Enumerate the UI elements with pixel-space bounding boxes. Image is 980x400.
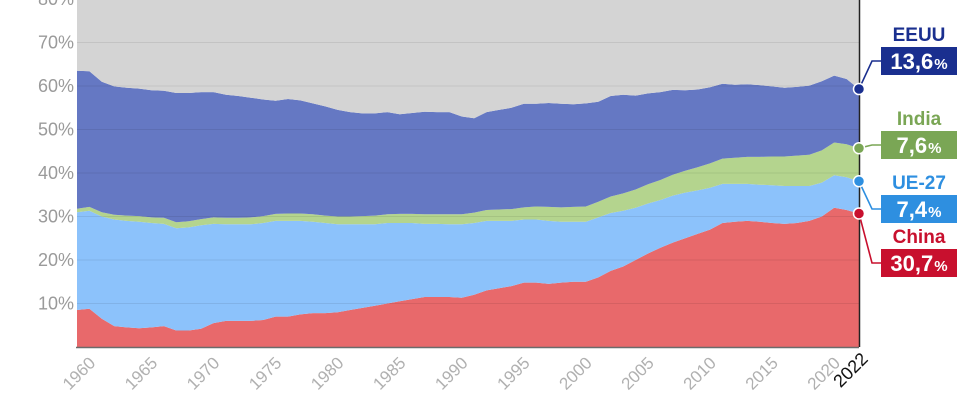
value-label-china: 30,7%: [890, 251, 947, 276]
y-tick-label: 30%: [38, 207, 74, 227]
legend-label-ue-27: UE-27: [892, 173, 946, 194]
x-tick-label: 2010: [680, 353, 720, 393]
y-tick-label: 40%: [38, 163, 74, 183]
y-axis-ticks: 10% 20% 30% 40% 50% 60% 70% 80%: [38, 0, 74, 314]
badge-value-bg: [881, 131, 957, 159]
end-marker-china: [852, 207, 866, 220]
x-tick-label: 1985: [369, 353, 409, 393]
x-tick-label: 2005: [618, 353, 658, 393]
x-axis-ticks: 1960 1965 1970 1975 1980 1985 1990 1995 2000 2005…: [59, 349, 872, 394]
badge-name-bg: [881, 22, 957, 47]
legend-label-eeuu: EEUU: [893, 25, 946, 46]
end-marker-india: [852, 141, 866, 155]
x-tick-label: 2015: [742, 353, 782, 393]
value-label-eeuu: 13,6%: [890, 49, 947, 74]
badge-value-bg: [881, 47, 957, 75]
value-label-ue-27: 7,4%: [897, 197, 942, 222]
end-marker-ue-27: [852, 175, 866, 188]
end-marker-eeuu: [852, 82, 866, 96]
end-markers: [852, 60, 881, 264]
connector-china: [858, 213, 881, 264]
connector-eeuu: [858, 60, 881, 90]
y-tick-label: 50%: [38, 120, 74, 140]
area-ue-27: [77, 175, 859, 331]
area-resto: [77, 0, 859, 119]
gridlines: [77, 42, 859, 304]
x-tick-label: 1980: [307, 353, 347, 393]
y-tick-label: 80%: [38, 0, 74, 9]
badge-name-bg: [881, 106, 957, 131]
x-tick-label: 1990: [431, 353, 471, 393]
x-tick-label: 2000: [556, 353, 596, 393]
y-tick-label: 10%: [38, 294, 74, 314]
badge-value-bg: [881, 249, 957, 277]
area-layer: [77, 0, 859, 347]
x-tick-label: 1995: [494, 353, 534, 393]
area-eeuu: [77, 70, 859, 223]
x-tick-label: 2022: [829, 349, 871, 391]
value-label-india: 7,6%: [897, 133, 942, 158]
y-tick-label: 70%: [38, 33, 74, 53]
legend-label-china: China: [893, 227, 946, 248]
connector-ue-27: [858, 180, 881, 210]
y-tick-label: 20%: [38, 250, 74, 270]
axis-frame: [76, 0, 861, 349]
series-label-badges: China 30,7% UE-27 7,4% India 7,6% EEUU 13,6%: [881, 22, 957, 277]
x-tick-label: 1960: [59, 353, 99, 393]
x-tick-label: 1970: [183, 353, 223, 393]
x-tick-label: 1965: [121, 353, 161, 393]
legend-label-india: India: [897, 109, 942, 130]
badge-value-bg: [881, 195, 957, 223]
badge-name-bg: [881, 224, 957, 249]
badge-name-bg: [881, 170, 957, 195]
y-tick-label: 60%: [38, 76, 74, 96]
area-india: [77, 142, 859, 229]
area-china: [77, 207, 859, 347]
x-tick-label: 1975: [245, 353, 285, 393]
